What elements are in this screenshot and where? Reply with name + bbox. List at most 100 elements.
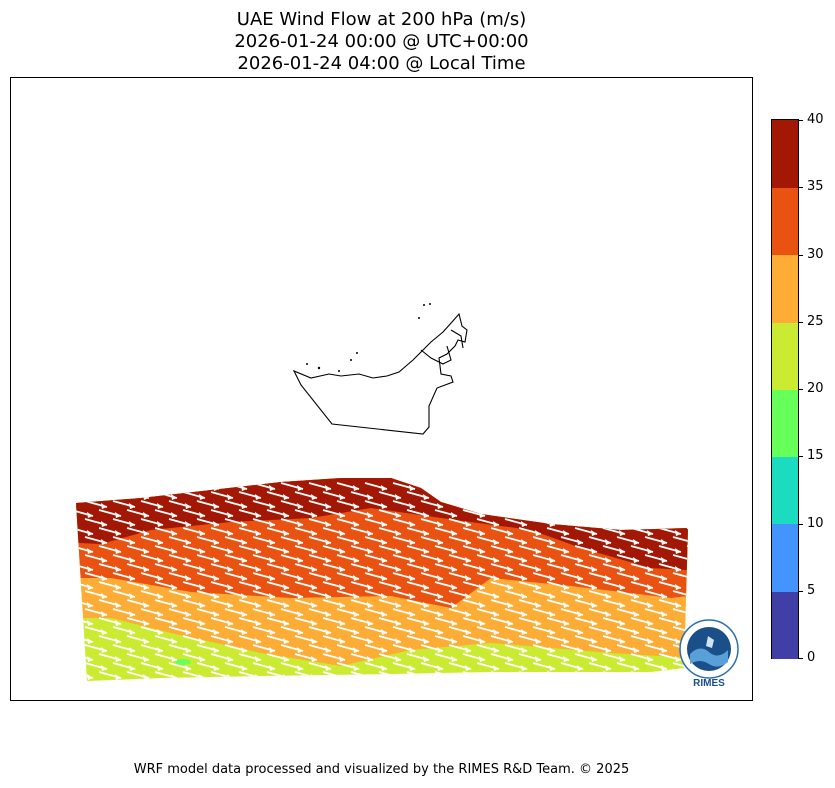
wind-arrowhead <box>325 503 331 509</box>
wind-arrowhead <box>255 656 261 662</box>
wind-arrowhead <box>479 566 485 572</box>
wind-arrow <box>476 680 500 681</box>
wind-arrowhead <box>633 485 639 491</box>
wind-arrowhead <box>101 611 107 617</box>
colorbar-tick-label: 30 <box>807 247 824 262</box>
wind-arrowhead <box>647 602 653 608</box>
wind-arrowhead <box>171 548 177 554</box>
wind-arrow <box>658 509 682 517</box>
wind-arrowhead <box>493 629 499 635</box>
wind-arrowhead <box>507 638 513 644</box>
wind-arrowhead <box>185 503 191 509</box>
wind-arrowhead <box>367 548 373 554</box>
wind-arrow <box>504 482 528 490</box>
wind-arrow <box>588 482 612 490</box>
wind-arrowhead <box>241 539 247 545</box>
wind-arrowhead <box>367 602 373 608</box>
wind-arrowhead <box>353 557 359 563</box>
wind-arrowhead <box>647 566 653 572</box>
wind-arrow <box>588 680 612 681</box>
wind-arrowhead <box>591 674 597 680</box>
wind-arrowhead <box>297 611 303 617</box>
wind-arrowhead <box>549 683 555 689</box>
wind-arrowhead <box>591 530 597 536</box>
wind-arrowhead <box>395 548 401 554</box>
wind-arrowhead <box>661 485 667 491</box>
wind-arrowhead <box>311 620 317 626</box>
wind-arrowhead <box>647 584 653 590</box>
wind-arrowhead <box>115 602 121 608</box>
wind-arrow <box>448 680 472 681</box>
wind-arrowhead <box>241 611 247 617</box>
colorbar-tick-mark <box>799 524 803 525</box>
wind-arrowhead <box>409 575 415 581</box>
wind-arrowhead <box>675 584 681 590</box>
wind-arrowhead <box>549 611 555 617</box>
wind-arrowhead <box>633 539 639 545</box>
wind-arrowhead <box>297 557 303 563</box>
wind-arrowhead <box>381 593 387 599</box>
wind-arrowhead <box>465 647 471 653</box>
wind-arrowhead <box>605 665 611 671</box>
wind-arrowhead <box>577 521 583 527</box>
wind-arrowhead <box>353 611 359 617</box>
wind-arrowhead <box>227 620 233 626</box>
wind-arrowhead <box>549 503 555 509</box>
wind-arrowhead <box>437 593 443 599</box>
wind-arrowhead <box>143 566 149 572</box>
wind-arrowhead <box>591 602 597 608</box>
wind-arrowhead <box>465 557 471 563</box>
wind-arrowhead <box>157 557 163 563</box>
wind-arrowhead <box>227 638 233 644</box>
wind-arrowhead <box>87 566 93 572</box>
map-panel <box>10 77 753 701</box>
wind-arrowhead <box>423 548 429 554</box>
wind-arrowhead <box>171 584 177 590</box>
wind-arrowhead <box>563 620 569 626</box>
wind-arrowhead <box>689 611 695 617</box>
wind-arrowhead <box>619 548 625 554</box>
wind-arrow <box>616 500 640 508</box>
wind-arrow <box>602 491 626 499</box>
wind-arrowhead <box>647 548 653 554</box>
wind-arrowhead <box>479 674 485 680</box>
wind-arrowhead <box>661 521 667 527</box>
wind-arrowhead <box>185 665 191 671</box>
logo-text: RIMES <box>693 678 725 688</box>
wind-arrowhead <box>605 557 611 563</box>
wind-arrowhead <box>451 548 457 554</box>
wind-arrowhead <box>507 584 513 590</box>
wind-arrowhead <box>395 602 401 608</box>
wind-arrow <box>462 491 486 499</box>
wind-arrow <box>196 680 220 681</box>
wind-arrowhead <box>703 584 709 590</box>
wind-arrowhead <box>479 494 485 500</box>
wind-arrowhead <box>269 665 275 671</box>
wind-arrowhead <box>493 557 499 563</box>
wind-map <box>76 303 709 689</box>
wind-arrowhead <box>269 629 275 635</box>
wind-arrowhead <box>577 629 583 635</box>
wind-arrowhead <box>661 503 667 509</box>
wind-arrowhead <box>311 494 317 500</box>
wind-arrowhead <box>703 602 709 608</box>
wind-arrowhead <box>115 638 121 644</box>
wind-arrowhead <box>269 683 275 689</box>
wind-arrowhead <box>507 602 513 608</box>
colorbar <box>771 119 799 659</box>
wind-arrow <box>672 500 688 508</box>
wind-arrow <box>224 680 248 681</box>
wind-arrowhead <box>535 638 541 644</box>
wind-arrow <box>76 491 94 499</box>
wind-arrowhead <box>591 548 597 554</box>
wind-arrowhead <box>465 503 471 509</box>
wind-arrowhead <box>493 521 499 527</box>
wind-arrowhead <box>395 656 401 662</box>
wind-arrowhead <box>241 503 247 509</box>
colorbar-tick-label: 40 <box>807 112 824 127</box>
wind-arrowhead <box>339 530 345 536</box>
wind-arrow <box>532 500 556 508</box>
wind-arrowhead <box>661 593 667 599</box>
wind-arrowhead <box>605 539 611 545</box>
wind-arrowhead <box>367 530 373 536</box>
